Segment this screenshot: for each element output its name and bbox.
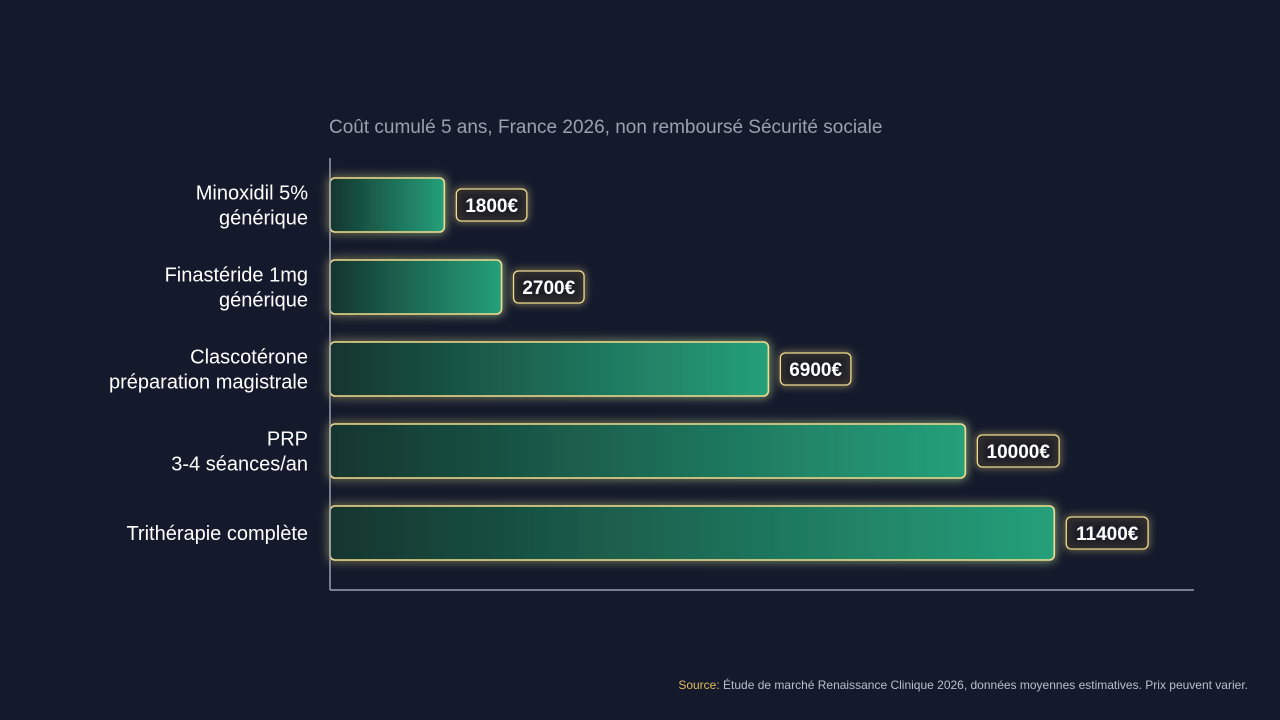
category-label: Minoxidil 5% générique <box>196 183 308 230</box>
value-label: 6900€ <box>789 360 842 381</box>
value-label: 10000€ <box>987 442 1051 463</box>
value-label: 11400€ <box>1076 524 1139 545</box>
category-label-line: Finastéride 1mg <box>165 265 308 287</box>
value-badge <box>779 352 852 386</box>
category-label: Trithérapie complète <box>126 523 308 545</box>
source-note: Source: Étude de marché Renaissance Clin… <box>678 678 1248 692</box>
source-label: Source: <box>678 678 720 692</box>
category-label-line: générique <box>219 290 308 312</box>
value-labels: 1800€ 2700€ 6900€ 10000€ 11400€ <box>455 188 1149 550</box>
category-label: Clascotérone préparation magistrale <box>109 347 308 394</box>
category-labels: Minoxidil 5% générique Finastéride 1mg géné… <box>109 183 308 546</box>
bar <box>329 505 1056 561</box>
value-badge <box>455 188 528 222</box>
bar <box>329 341 770 397</box>
bar <box>329 259 503 315</box>
source-text: Étude de marché Renaissance Clinique 202… <box>719 678 1248 692</box>
category-label-line: 3-4 séances/an <box>171 454 308 476</box>
value-badge <box>1065 516 1149 550</box>
chart-title: Coût cumulé 5 ans, France 2026, non remb… <box>329 117 882 138</box>
category-label-line: PRP <box>267 429 308 451</box>
bars-layer <box>329 177 1056 561</box>
value-label: 1800€ <box>465 196 518 217</box>
value-badge <box>512 270 585 304</box>
category-label-line: Trithérapie complète <box>126 523 308 545</box>
category-label-line: Clascotérone <box>190 347 308 369</box>
category-label-line: Minoxidil 5% <box>196 183 308 205</box>
bar <box>329 423 967 479</box>
value-badge <box>976 434 1060 468</box>
category-label: Finastéride 1mg générique <box>165 265 308 312</box>
category-label-line: préparation magistrale <box>109 372 308 394</box>
category-label: PRP 3-4 séances/an <box>171 429 308 476</box>
category-label-line: générique <box>219 208 308 230</box>
bar <box>329 177 446 233</box>
value-label: 2700€ <box>522 278 575 299</box>
